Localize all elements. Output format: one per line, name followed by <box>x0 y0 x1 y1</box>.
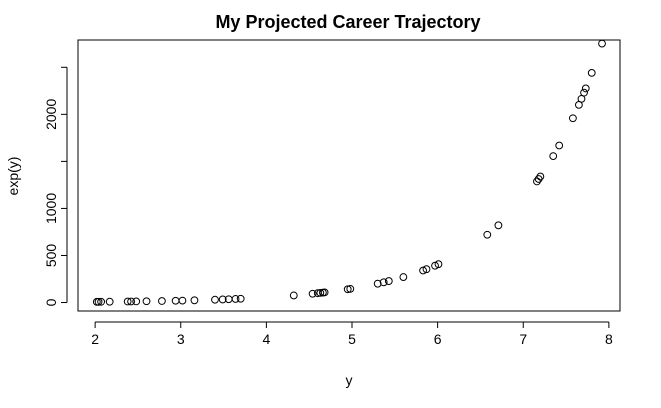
plot-frame <box>77 39 621 312</box>
data-point <box>178 296 187 305</box>
data-point <box>218 295 227 304</box>
y-tick-label: 0 <box>43 298 59 306</box>
data-point <box>236 294 245 303</box>
data-points <box>92 39 606 306</box>
data-point <box>289 291 298 300</box>
data-point <box>190 296 199 305</box>
x-tick-label: 5 <box>348 331 356 347</box>
y-axis-label: exp(y) <box>5 157 21 196</box>
data-point <box>142 297 151 306</box>
data-point <box>320 288 329 297</box>
data-point <box>569 114 577 123</box>
x-tick-label: 6 <box>434 331 442 347</box>
data-point <box>316 288 325 297</box>
y-tick-label: 2000 <box>43 99 59 130</box>
data-point <box>494 221 503 230</box>
data-point <box>211 295 219 304</box>
data-point <box>379 278 388 287</box>
data-point <box>581 84 590 93</box>
data-point <box>399 273 408 281</box>
data-point <box>127 297 135 306</box>
data-point <box>231 295 240 303</box>
data-point <box>534 175 543 183</box>
y-tick-label: 1000 <box>43 193 59 224</box>
x-tick-label: 8 <box>605 331 613 347</box>
x-axis: 2 3 4 5 6 7 8 <box>91 321 613 347</box>
data-point <box>587 68 596 77</box>
data-point <box>132 297 141 306</box>
y-axis: 0 500 1000 2000 <box>43 66 68 306</box>
data-point <box>123 297 132 306</box>
data-point <box>171 296 180 305</box>
x-tick-label: 4 <box>262 331 270 347</box>
data-point <box>158 297 166 305</box>
chart-title: My Projected Career Trajectory <box>215 12 480 32</box>
data-point <box>308 289 317 298</box>
x-tick-label: 3 <box>177 331 185 347</box>
data-point <box>580 88 588 97</box>
x-tick-label: 7 <box>519 331 527 347</box>
data-point <box>549 152 558 160</box>
data-point <box>536 172 545 181</box>
data-point <box>434 260 443 269</box>
data-point <box>105 297 114 306</box>
x-tick-label: 2 <box>91 331 99 347</box>
data-point <box>97 297 106 306</box>
data-point <box>483 230 492 239</box>
y-tick-label: 500 <box>43 244 59 268</box>
x-axis-label: y <box>346 372 353 388</box>
data-point <box>373 279 382 288</box>
data-point <box>555 141 564 150</box>
data-point <box>384 277 393 285</box>
data-point <box>598 39 606 48</box>
data-point <box>343 285 352 294</box>
data-point <box>346 284 355 293</box>
data-point <box>419 266 427 275</box>
data-point <box>431 261 439 270</box>
data-point <box>422 265 431 274</box>
data-point <box>94 297 103 306</box>
